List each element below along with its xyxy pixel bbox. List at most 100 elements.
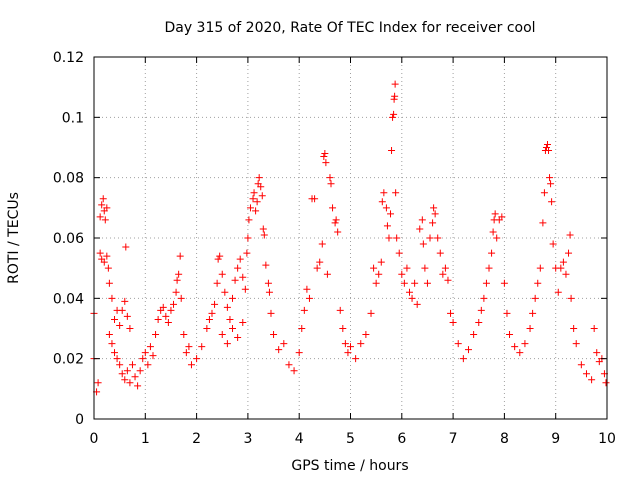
data-point bbox=[182, 349, 190, 357]
data-point bbox=[275, 346, 283, 354]
data-point bbox=[430, 204, 438, 212]
data-point bbox=[139, 355, 147, 363]
data-point bbox=[367, 309, 375, 317]
data-point bbox=[423, 279, 431, 287]
data-point bbox=[480, 294, 488, 302]
data-point bbox=[257, 183, 265, 191]
data-point bbox=[167, 306, 175, 314]
data-point bbox=[262, 261, 270, 269]
data-point bbox=[223, 340, 231, 348]
data-point bbox=[223, 303, 231, 311]
data-point bbox=[377, 258, 385, 266]
data-point bbox=[339, 325, 347, 332]
data-point bbox=[218, 270, 226, 278]
data-point bbox=[211, 300, 219, 308]
data-point bbox=[180, 331, 188, 339]
data-point bbox=[454, 340, 462, 348]
data-point bbox=[391, 92, 399, 100]
data-point bbox=[554, 288, 562, 296]
data-point bbox=[588, 376, 596, 384]
data-point bbox=[390, 95, 398, 103]
data-point bbox=[280, 340, 288, 348]
data-point bbox=[390, 110, 398, 118]
data-point bbox=[408, 294, 416, 302]
data-point bbox=[419, 240, 427, 248]
x-tick-label: 1 bbox=[141, 431, 150, 447]
data-point bbox=[566, 231, 574, 239]
data-point bbox=[489, 228, 497, 236]
data-point bbox=[116, 361, 124, 369]
data-point bbox=[152, 331, 160, 339]
data-point bbox=[503, 309, 511, 317]
data-point bbox=[316, 258, 324, 266]
data-point bbox=[516, 349, 524, 357]
data-point bbox=[413, 300, 421, 308]
y-tick-label: 0.02 bbox=[53, 352, 84, 368]
data-point bbox=[234, 334, 242, 342]
data-point bbox=[208, 309, 216, 317]
data-point bbox=[170, 300, 178, 308]
data-point bbox=[239, 273, 247, 281]
data-point bbox=[198, 343, 206, 351]
data-point bbox=[252, 207, 260, 215]
data-point bbox=[144, 361, 152, 369]
data-point bbox=[113, 355, 121, 363]
data-point bbox=[493, 234, 501, 242]
data-point bbox=[570, 325, 578, 332]
y-tick-label: 0.08 bbox=[53, 171, 84, 187]
data-point bbox=[100, 258, 108, 266]
data-point bbox=[500, 279, 508, 287]
data-point bbox=[154, 315, 162, 323]
data-point bbox=[164, 318, 172, 326]
data-point bbox=[241, 285, 249, 293]
data-point bbox=[470, 331, 478, 339]
data-point bbox=[378, 198, 386, 206]
data-point bbox=[218, 331, 226, 339]
data-point bbox=[250, 189, 258, 197]
data-point bbox=[103, 204, 111, 212]
y-tick-label: 0.06 bbox=[53, 231, 84, 247]
data-point bbox=[526, 325, 534, 332]
data-point bbox=[122, 243, 130, 251]
data-point bbox=[557, 264, 565, 272]
data-point bbox=[491, 210, 499, 218]
x-tick-label: 8 bbox=[500, 431, 509, 447]
data-point bbox=[391, 80, 399, 88]
data-point bbox=[259, 225, 267, 233]
x-tick-label: 3 bbox=[243, 431, 252, 447]
data-point bbox=[383, 222, 391, 230]
data-point bbox=[136, 367, 144, 375]
data-point bbox=[121, 297, 129, 305]
data-point bbox=[141, 349, 149, 357]
data-point bbox=[226, 315, 234, 323]
data-point bbox=[249, 195, 257, 203]
data-point bbox=[172, 288, 180, 296]
data-point bbox=[403, 264, 411, 272]
y-tick-label: 0.1 bbox=[62, 110, 84, 126]
data-point bbox=[582, 370, 590, 378]
data-point bbox=[216, 252, 224, 260]
data-point bbox=[475, 318, 483, 326]
data-point bbox=[372, 279, 380, 287]
y-tick-label: 0.04 bbox=[53, 291, 84, 307]
data-point bbox=[313, 264, 321, 272]
data-point bbox=[562, 270, 570, 278]
data-point bbox=[534, 279, 542, 287]
y-tick-label: 0 bbox=[75, 412, 84, 428]
data-point bbox=[393, 234, 401, 242]
x-tick-label: 9 bbox=[551, 431, 560, 447]
data-point bbox=[270, 331, 278, 339]
data-point bbox=[177, 294, 185, 302]
data-point bbox=[244, 234, 252, 242]
data-point bbox=[264, 279, 272, 287]
data-point bbox=[565, 249, 573, 257]
data-point bbox=[347, 343, 354, 351]
data-point bbox=[441, 264, 449, 272]
data-point bbox=[332, 216, 340, 224]
data-point bbox=[329, 204, 337, 212]
data-point bbox=[323, 270, 331, 278]
data-point bbox=[265, 288, 273, 296]
data-point bbox=[267, 309, 275, 317]
data-point bbox=[540, 189, 548, 197]
data-point bbox=[96, 213, 104, 221]
